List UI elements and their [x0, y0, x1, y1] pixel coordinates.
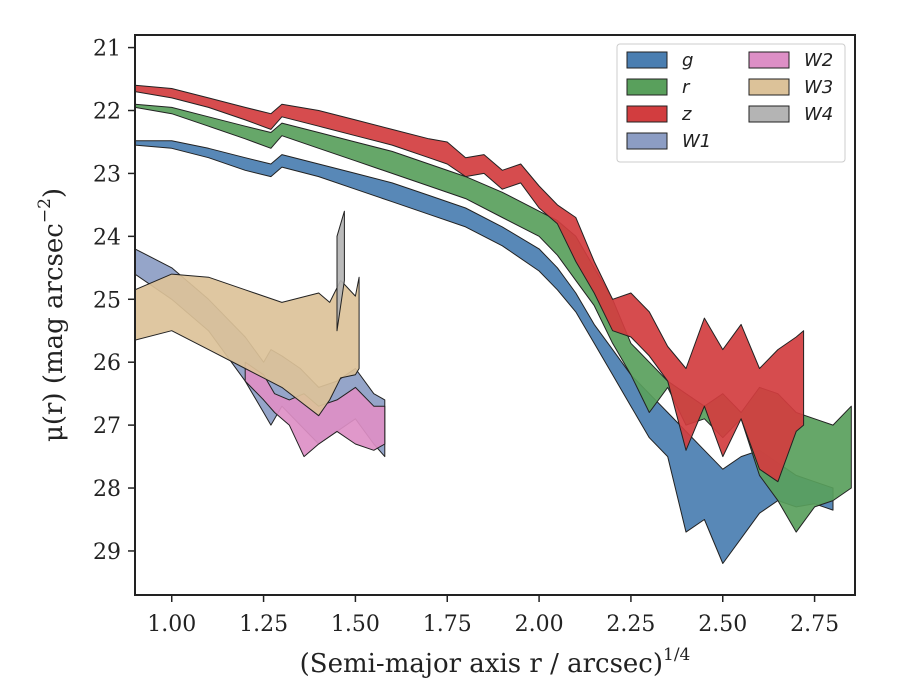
legend-swatch	[748, 78, 790, 96]
band-g	[135, 140, 834, 564]
band-z	[135, 84, 805, 483]
legend-item-r: r	[626, 77, 691, 98]
legend-label: W3	[804, 77, 833, 98]
legend-item-w4: W4	[748, 104, 833, 125]
legend-item-w2: W2	[748, 50, 833, 71]
y-tick-label: 22	[93, 100, 121, 125]
x-tick-label: 1.75	[423, 612, 472, 637]
legend-label: z	[681, 104, 692, 125]
legend-label: r	[682, 77, 691, 98]
x-tick-label: 1.25	[239, 612, 288, 637]
legend-item-w1: W1	[626, 131, 711, 152]
x-tick-label: 2.50	[698, 612, 747, 637]
x-tick-label: 1.00	[147, 612, 196, 637]
legend-item-w3: W3	[748, 77, 833, 98]
x-tick-label: 2.00	[515, 612, 564, 637]
x-tick-label: 2.25	[606, 612, 655, 637]
x-tick-label: 2.75	[790, 612, 839, 637]
plot-frame	[134, 34, 856, 596]
legend-item-z: z	[626, 104, 692, 125]
legend-swatch	[748, 51, 790, 69]
legend-label: W4	[804, 104, 833, 125]
y-tick-label: 21	[93, 37, 121, 62]
y-axis-title-superscript: −2	[35, 198, 55, 223]
y-tick-label: 28	[93, 477, 121, 502]
legend: grz W1 W2 W3 W4	[616, 43, 846, 163]
legend-swatch	[626, 51, 668, 69]
legend-swatch	[626, 105, 668, 123]
x-tick-label: 1.50	[331, 612, 380, 637]
y-tick-label: 27	[93, 414, 121, 439]
legend-label: W2	[804, 50, 833, 71]
y-tick-label: 25	[93, 288, 121, 313]
series-layer	[135, 84, 852, 564]
y-tick-label: 26	[93, 351, 121, 376]
legend-box	[616, 43, 846, 163]
y-tick-label: 24	[93, 225, 121, 250]
legend-swatch	[626, 132, 668, 150]
axes-layer: 1.00 1.25 1.50 1.75 2.00 2.25 2.50 2.75 21 22 23 24…	[93, 34, 856, 637]
x-axis-title-superscript: 1/4	[663, 645, 690, 665]
x-axis-title: (Semi-major axis r / arcsec)1/4	[300, 645, 691, 679]
y-tick-label: 23	[93, 162, 121, 187]
band-w3	[135, 273, 360, 417]
band-w4	[336, 210, 345, 332]
legend-swatch	[626, 78, 668, 96]
legend-label: W1	[682, 131, 711, 152]
y-tick-label: 29	[93, 540, 121, 565]
y-axis-title: μ(r) (mag arcsec−2)	[35, 188, 69, 442]
legend-label: g	[682, 50, 693, 71]
legend-item-g: g	[626, 50, 693, 71]
legend-swatch	[748, 105, 790, 123]
y-axis-title-close: )	[39, 188, 69, 198]
